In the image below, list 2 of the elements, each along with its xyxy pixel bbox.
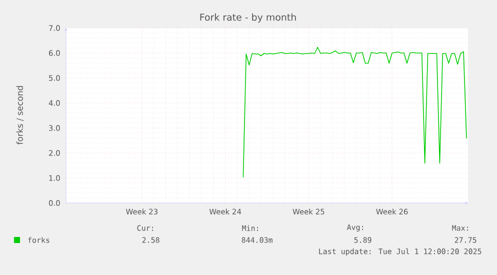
y-axis-title: forks / second	[16, 86, 24, 145]
chart-title: Fork rate - by month	[200, 13, 296, 23]
